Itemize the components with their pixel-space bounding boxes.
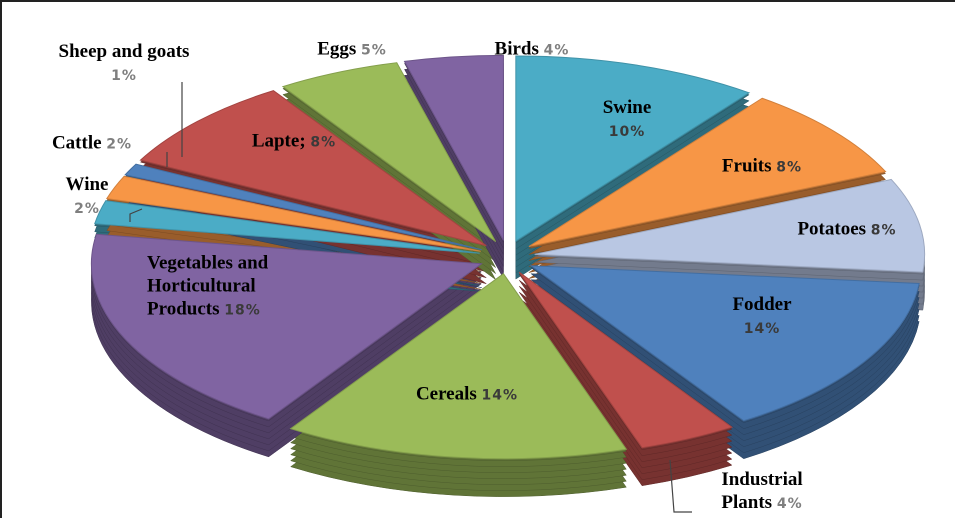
slice-label: Industrial Plants 4% — [702, 468, 822, 516]
slice-label: Wine 2% — [57, 173, 117, 221]
category-name: Fruits — [721, 155, 772, 177]
slice — [289, 272, 628, 460]
slice — [518, 271, 734, 449]
leader-line — [129, 208, 143, 222]
slice — [124, 163, 482, 251]
category-name: Eggs — [317, 38, 357, 60]
category-name: Fodder — [732, 294, 792, 315]
value-label: 2% — [74, 201, 100, 217]
slice — [515, 55, 751, 242]
category-name: Cereals — [415, 383, 477, 405]
category-name: Industrial Plants — [721, 469, 803, 513]
slice-label: Swine 10% — [582, 96, 672, 144]
slice — [403, 54, 504, 241]
slice-label: Fodder 14% — [717, 293, 807, 341]
category-name: Wine — [65, 174, 109, 195]
value-label: 14% — [481, 387, 519, 404]
category-name: Swine — [602, 97, 652, 118]
slice — [528, 97, 887, 248]
slice-label: Sheep and goats 1% — [24, 40, 224, 88]
slice — [106, 175, 481, 252]
value-label: 5% — [361, 42, 387, 59]
category-name: Sheep and goats — [58, 41, 190, 62]
slice — [139, 90, 487, 247]
category-name: Potatoes — [797, 218, 867, 240]
value-label: 18% — [224, 302, 261, 319]
slice — [534, 178, 926, 273]
slice-label: Vegetables and Horticultural Products 18… — [147, 252, 327, 323]
value-label: 8% — [870, 222, 897, 239]
value-label: 8% — [776, 159, 803, 176]
slice-label: Potatoes 8% — [762, 218, 932, 243]
category-name: Vegetables and Horticultural Products — [147, 252, 269, 320]
category-name: Cattle — [51, 132, 102, 154]
slice-label: Eggs 5% — [297, 38, 407, 63]
slice-label: Cereals 14% — [367, 383, 567, 408]
slice — [90, 233, 483, 420]
slice-label: Cattle 2% — [27, 132, 157, 157]
slice-label: Lapte; 8% — [224, 130, 364, 155]
value-label: 2% — [106, 136, 133, 153]
value-label: 14% — [743, 321, 781, 337]
leader-line — [669, 459, 692, 513]
slice — [529, 265, 920, 422]
category-name: Birds — [494, 38, 539, 60]
slice — [94, 200, 480, 254]
slice-label: Birds 4% — [477, 38, 587, 63]
category-name: Lapte; — [251, 130, 306, 152]
slice — [281, 62, 497, 243]
value-label: 8% — [310, 134, 337, 151]
value-label: 10% — [608, 124, 646, 140]
value-label: 4% — [543, 42, 570, 59]
value-label: 1% — [111, 68, 137, 84]
slice-label: Fruits 8% — [692, 155, 832, 180]
value-label: 4% — [776, 496, 803, 512]
